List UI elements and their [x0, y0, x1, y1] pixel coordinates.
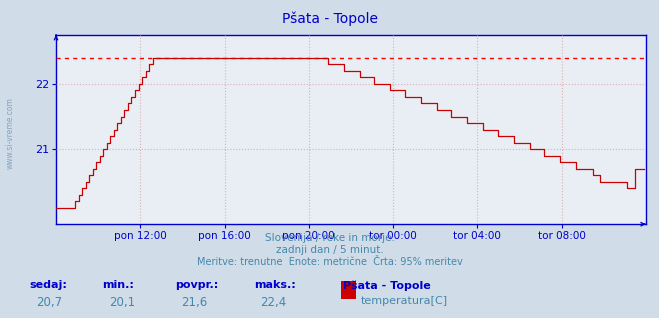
Text: min.:: min.:	[102, 280, 134, 290]
Text: Pšata - Topole: Pšata - Topole	[281, 11, 378, 26]
Text: maks.:: maks.:	[254, 280, 295, 290]
Text: Pšata - Topole: Pšata - Topole	[343, 280, 430, 291]
Text: temperatura[C]: temperatura[C]	[361, 296, 448, 306]
Text: Meritve: trenutne  Enote: metrične  Črta: 95% meritev: Meritve: trenutne Enote: metrične Črta: …	[196, 257, 463, 267]
Text: sedaj:: sedaj:	[30, 280, 67, 290]
Text: 22,4: 22,4	[260, 296, 287, 309]
Text: 21,6: 21,6	[181, 296, 208, 309]
Text: www.si-vreme.com: www.si-vreme.com	[5, 98, 14, 169]
Text: Slovenija / reke in morje.: Slovenija / reke in morje.	[264, 233, 395, 243]
Text: zadnji dan / 5 minut.: zadnji dan / 5 minut.	[275, 245, 384, 255]
Text: povpr.:: povpr.:	[175, 280, 218, 290]
Text: 20,7: 20,7	[36, 296, 63, 309]
Text: 20,1: 20,1	[109, 296, 135, 309]
